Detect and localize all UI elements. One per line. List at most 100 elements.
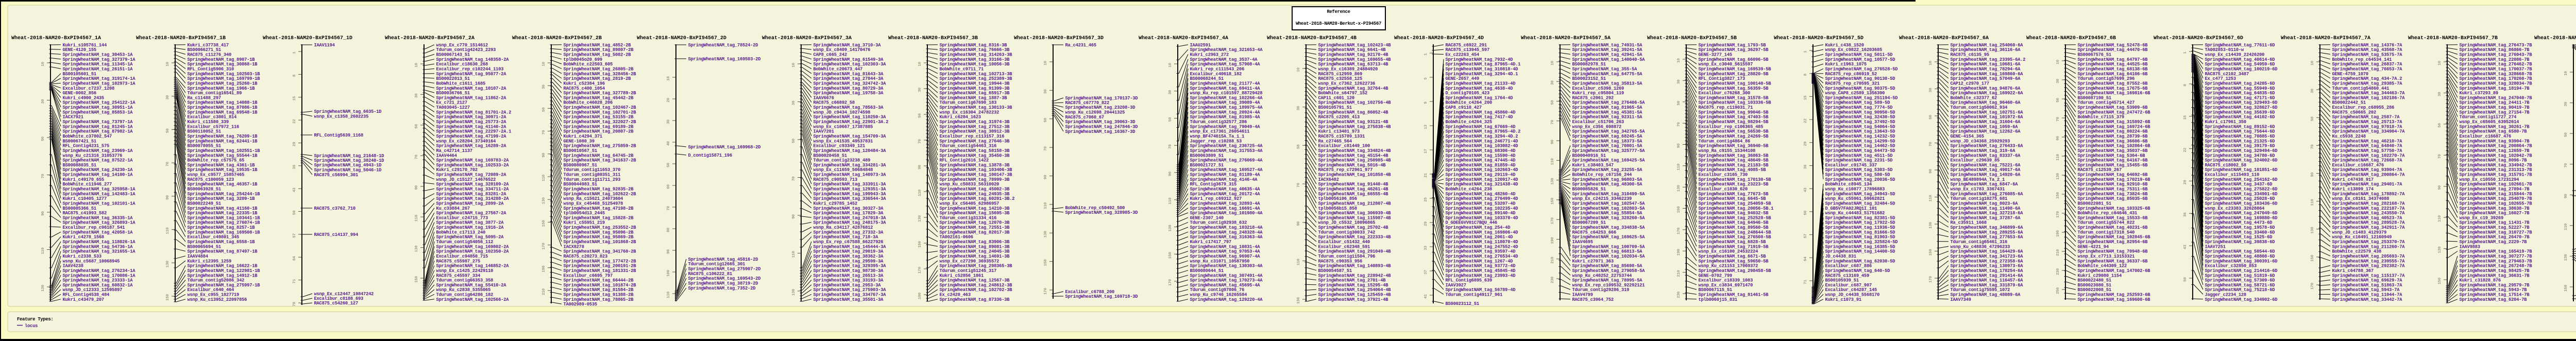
svg-text:SpringWheatNAM_tag_228942-4B: SpringWheatNAM_tag_228942-4B [1318, 273, 1392, 278]
svg-text:SpringWheatNAM_tag_19535-1B: SpringWheatNAM_tag_19535-1B [188, 167, 258, 173]
svg-text:Tdurum_contig54463_316: Tdurum_contig54463_316 [940, 144, 997, 149]
svg-text:Excalibur_c1830_620: Excalibur_c1830_620 [1699, 187, 1748, 192]
svg-text:SpringWheatNAM_tag_6671-5B: SpringWheatNAM_tag_6671-5B [1699, 254, 1767, 259]
svg-text:SpringWheatNAM_tag_12567-3B: SpringWheatNAM_tag_12567-3B [940, 278, 1010, 283]
svg-text:SpringWheatNAM_tag_279058-5A: SpringWheatNAM_tag_279058-5A [1572, 268, 1646, 274]
svg-text:RAC875_c90353_956: RAC875_c90353_956 [1318, 259, 1363, 264]
svg-text:Wheat-2018-NAM20-Berkut-x-PI94: Wheat-2018-NAM20-Berkut-x-PI94567 [1296, 21, 1381, 26]
svg-text:RAC875_rep_c119031_71: RAC875_rep_c119031_71 [1699, 105, 1753, 110]
svg-text:Tdurum_contig65461_316: Tdurum_contig65461_316 [1951, 240, 2008, 245]
svg-text:Wheat-2018-NAM20-BxPI94567_2D: Wheat-2018-NAM20-BxPI94567_2D [637, 35, 726, 41]
svg-text:SpringWheatNAM_tag_6645-5B: SpringWheatNAM_tag_6645-5B [1699, 196, 1767, 201]
svg-text:SpringWheatNAM_tag_102235-4D: SpringWheatNAM_tag_102235-4D [1446, 206, 1518, 211]
svg-text:SpringWheatNAM_tag_328109-2A: SpringWheatNAM_tag_328109-2A [436, 182, 510, 187]
svg-text:Tdurum_contig30033_742: Tdurum_contig30033_742 [1318, 230, 1376, 235]
svg-text:SpringWheatNAM_tag_24411-7B: SpringWheatNAM_tag_24411-7B [2460, 100, 2530, 106]
svg-text:wsnp_JD_c1483_4129379: wsnp_JD_c1483_4129379 [2332, 230, 2387, 235]
svg-text:SpringWheatNAM_tag_68245-5A: SpringWheatNAM_tag_68245-5A [1572, 134, 1643, 139]
svg-text:10: 10 [166, 62, 170, 66]
svg-text:SpringWheatNAM_tag_103406-3B: SpringWheatNAM_tag_103406-3B [940, 167, 1013, 173]
svg-text:SpringWheatNAM_tag_53207-4D: SpringWheatNAM_tag_53207-4D [1446, 201, 1516, 207]
svg-text:SpringWheatNAM_tag_33166-3B: SpringWheatNAM_tag_33166-3B [940, 57, 1010, 62]
svg-text:SpringWheatNAM_tag_72668-7A: SpringWheatNAM_tag_72668-7A [2332, 158, 2403, 163]
svg-text:130: 130 [542, 197, 546, 204]
svg-text:SpringWheatNAM_tag_87497-1B: SpringWheatNAM_tag_87497-1B [188, 249, 258, 254]
svg-text:Excalibur_c6695_797: Excalibur_c6695_797 [564, 273, 613, 278]
svg-text:SpringWheatNAM_tag_23993-4D: SpringWheatNAM_tag_23993-4D [1446, 273, 1516, 278]
svg-text:Tdurum_contig45714_427: Tdurum_contig45714_427 [2078, 100, 2135, 106]
svg-text:SpringWheatNAM_tag_140973-3A: SpringWheatNAM_tag_140973-3A [814, 173, 887, 178]
svg-text:Ku_c5938_2248: Ku_c5938_2248 [2332, 134, 2366, 139]
svg-text:110: 110 [1044, 202, 1048, 209]
svg-text:SpringWheatNAM_tag_130133-3B: SpringWheatNAM_tag_130133-3B [940, 105, 1013, 110]
svg-text:SpringWheatNAM_tag_148358-2A: SpringWheatNAM_tag_148358-2A [436, 57, 510, 62]
svg-text:RAC875_c45597_334: RAC875_c45597_334 [436, 273, 481, 278]
svg-text:SpringWheatNAM_tag_102803-5A: SpringWheatNAM_tag_102803-5A [1572, 206, 1646, 211]
svg-text:SpringWheatNAM_tag_276508-5B: SpringWheatNAM_tag_276508-5B [1699, 235, 1772, 240]
svg-text:SpringWheatNAM_tag_298458-5B: SpringWheatNAM_tag_298458-5B [1699, 268, 1772, 274]
svg-text:50: 50 [2056, 98, 2060, 103]
svg-text:43: 43 [2183, 245, 2188, 249]
svg-text:SpringWheatNAM_tag_169508-1B: SpringWheatNAM_tag_169508-1B [188, 230, 261, 235]
svg-text:SpringWheatNAM_tag_76209-1B: SpringWheatNAM_tag_76209-1B [188, 134, 258, 139]
svg-text:wsnp_Ex_c14439_22426200: wsnp_Ex_c14439_22426200 [2205, 53, 2265, 58]
svg-text:SpringWheatNAM_tag_78294-6A: SpringWheatNAM_tag_78294-6A [1951, 67, 2021, 72]
svg-text:20: 20 [667, 98, 671, 103]
svg-text:SpringWheatNAM_tag_83281-2A: SpringWheatNAM_tag_83281-2A [436, 192, 507, 197]
svg-text:1: 1 [2183, 52, 2188, 54]
svg-text:SpringWheatNAM_tag_26837-7A: SpringWheatNAM_tag_26837-7A [2332, 62, 2403, 67]
svg-text:SpringWheatNAM_tag_275838-4B: SpringWheatNAM_tag_275838-4B [1318, 124, 1392, 129]
svg-text:D_GB5V7FA02JRQ1I_101: D_GB5V7FA02JRQ1I_101 [1825, 206, 1877, 211]
svg-text:SpringWheatNAM_tag_248644-5B: SpringWheatNAM_tag_248644-5B [1699, 230, 1772, 235]
svg-text:50: 50 [2311, 116, 2315, 121]
svg-text:SpringWheatNAM_tag_101858-4B: SpringWheatNAM_tag_101858-4B [1318, 173, 1392, 178]
svg-text:SpringWheatNAM_tag_100140-5B: SpringWheatNAM_tag_100140-5B [1699, 81, 1772, 87]
svg-text:SpringWheatNAM_tag_103218-4A: SpringWheatNAM_tag_103218-4A [1190, 225, 1263, 230]
svg-text:SpringWheatNAM_tag_87522-1A: SpringWheatNAM_tag_87522-1A [63, 158, 133, 163]
svg-text:SpringWheatNAM_tag_77673-5B: SpringWheatNAM_tag_77673-5B [1699, 192, 1769, 197]
svg-text:SpringWheatNAM_tag_276534-4D: SpringWheatNAM_tag_276534-4D [1446, 254, 1518, 259]
svg-text:130: 130 [2056, 173, 2060, 180]
svg-text:wsnp_Ex_c45468_51254978: wsnp_Ex_c45468_51254978 [564, 201, 623, 207]
svg-text:SpringWheatNAM_tag_101868-2B: SpringWheatNAM_tag_101868-2B [564, 240, 637, 245]
svg-text:SpringWheatNAM_tag_36940-5B: SpringWheatNAM_tag_36940-5B [1699, 144, 1769, 149]
svg-text:130: 130 [1551, 178, 1555, 185]
svg-text:Wheat-2018-NAM20-BxPI94567_3A: Wheat-2018-NAM20-BxPI94567_3A [762, 35, 852, 41]
svg-text:RAC875_c12539_267: RAC875_c12539_267 [2078, 167, 2122, 173]
svg-text:SpringWheatNAM_tag_45845-4D: SpringWheatNAM_tag_45845-4D [1446, 268, 1516, 274]
svg-text:150: 150 [918, 241, 922, 248]
svg-text:wsnp_Ra_c15621_24073604: wsnp_Ra_c15621_24073604 [564, 196, 624, 201]
svg-text:SpringWheatNAM_tag_5011-5D: SpringWheatNAM_tag_5011-5D [1825, 53, 1893, 58]
svg-text:Excalibur_c16687_476: Excalibur_c16687_476 [2332, 163, 2384, 168]
svg-text:170: 170 [1044, 287, 1048, 295]
svg-text:RAC875_c14137_994: RAC875_c14137_994 [314, 232, 359, 237]
svg-text:IAAV4238: IAAV4238 [63, 264, 83, 269]
svg-text:Excalibur_rep_c102244_1103: Excalibur_rep_c102244_1103 [436, 67, 504, 72]
svg-text:Wheat-2018-NAM20-BxPI94567_3B: Wheat-2018-NAM20-BxPI94567_3B [888, 35, 978, 41]
svg-text:wsnp_Ex_c10667_17387885: wsnp_Ex_c10667_17387885 [814, 124, 873, 129]
svg-text:90: 90 [792, 214, 796, 219]
svg-text:SpringWheatNAM_tag_44470-6B: SpringWheatNAM_tag_44470-6B [2078, 47, 2148, 53]
svg-text:SpringWheatNAM_tag_211260-7A: SpringWheatNAM_tag_211260-7A [2332, 244, 2405, 249]
svg-text:SpringWheatNAM_tag_334767-3A: SpringWheatNAM_tag_334767-3A [814, 293, 887, 298]
svg-text:SpringWheatNAM_tag_6204-7B: SpringWheatNAM_tag_6204-7B [2460, 297, 2528, 302]
svg-text:110: 110 [166, 227, 170, 234]
svg-text:RAC875_c2102_3487: RAC875_c2102_3487 [2205, 72, 2249, 77]
svg-text:TA003045-1227: TA003045-1227 [436, 105, 470, 110]
svg-text:RAC875_c3964_752: RAC875_c3964_752 [1572, 297, 1614, 302]
svg-text:70: 70 [1551, 120, 1555, 124]
svg-text:SpringWheatNAM_tag_102661-7B: SpringWheatNAM_tag_102661-7B [2460, 182, 2533, 187]
svg-text:Wheat-2018-NAM20-BxPI94567_2B: Wheat-2018-NAM20-BxPI94567_2B [512, 35, 602, 41]
svg-text:Tdurum_contig11504_796: Tdurum_contig11504_796 [1318, 254, 1376, 259]
svg-text:150: 150 [166, 294, 170, 301]
svg-text:BobWhite_s64797_152: BobWhite_s64797_152 [1318, 91, 1368, 96]
svg-text:wsnp_JD_c9434_10274598: wsnp_JD_c9434_10274598 [814, 110, 871, 115]
svg-text:SpringWheatNAM_tag_16027-7B: SpringWheatNAM_tag_16027-7B [2460, 211, 2530, 216]
svg-text:10: 10 [2564, 71, 2568, 76]
svg-text:SpringWheatNAM_tag_57750-7A: SpringWheatNAM_tag_57750-7A [2332, 148, 2403, 154]
svg-text:GENE-4120_155: GENE-4120_155 [63, 47, 96, 53]
svg-text:Tdurum_contig12665_301: Tdurum_contig12665_301 [688, 262, 745, 267]
svg-text:RAC875_c2061_292: RAC875_c2061_292 [1572, 95, 1614, 100]
svg-text:SpringWheatNAM_tag_8096-7B: SpringWheatNAM_tag_8096-7B [2460, 158, 2528, 163]
svg-text:SpringWheatNAM_tag_36631-7B: SpringWheatNAM_tag_36631-7B [2460, 273, 2530, 278]
